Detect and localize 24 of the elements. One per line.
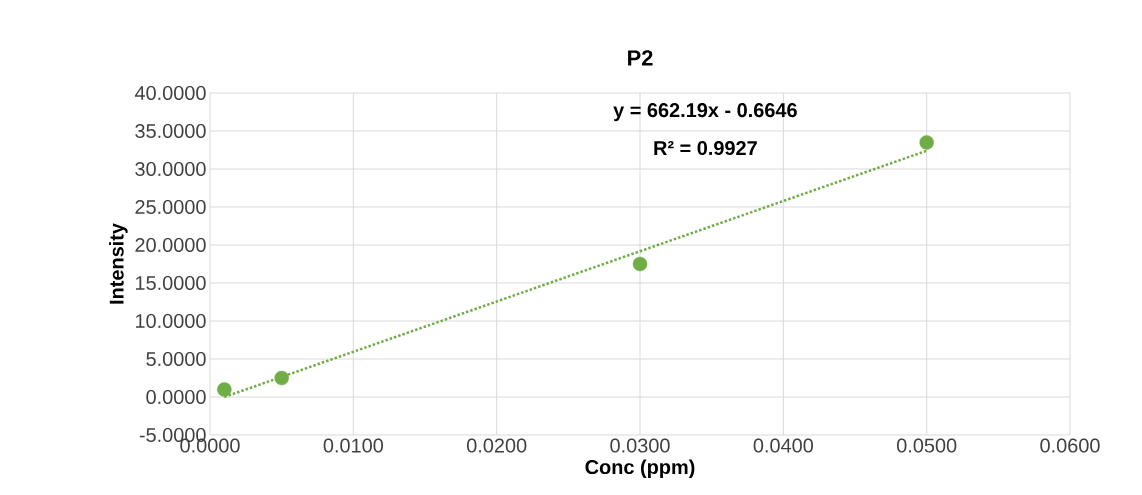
chart-title: P2 [628, 50, 653, 66]
y-tick-label: 10.0000 [135, 313, 206, 329]
y-tick-label: 35.0000 [135, 123, 206, 139]
x-axis-title: Conc (ppm) [585, 459, 695, 479]
x-tick-label: 0.0300 [610, 438, 670, 453]
y-axis-title: Intensity [109, 223, 128, 304]
x-tick-label: 0.0200 [466, 438, 527, 453]
y-tick-label: 15.0000 [135, 275, 206, 291]
point [217, 382, 232, 397]
x-tick-label: 0.0100 [323, 438, 384, 453]
y-tick-label: 40.0000 [134, 85, 206, 101]
point [274, 370, 289, 386]
point [919, 135, 934, 150]
annotation: y = 662.19x - 0.6646 [613, 103, 797, 122]
x-tick-label: 0.0500 [896, 438, 957, 453]
point [632, 256, 648, 272]
y-tick-label: 30.0000 [135, 161, 206, 177]
x-tick-label: 0.0600 [1040, 438, 1100, 453]
x-tick-label: 0.0400 [753, 438, 814, 453]
annotation: R² = 0.9927 [654, 141, 757, 156]
y-tick-label: 5.0000 [146, 351, 206, 367]
y-tick-label: 20.0000 [135, 237, 206, 253]
y-tick-label: 0.0000 [146, 389, 206, 405]
y-tick-label: 25.0000 [135, 199, 206, 215]
